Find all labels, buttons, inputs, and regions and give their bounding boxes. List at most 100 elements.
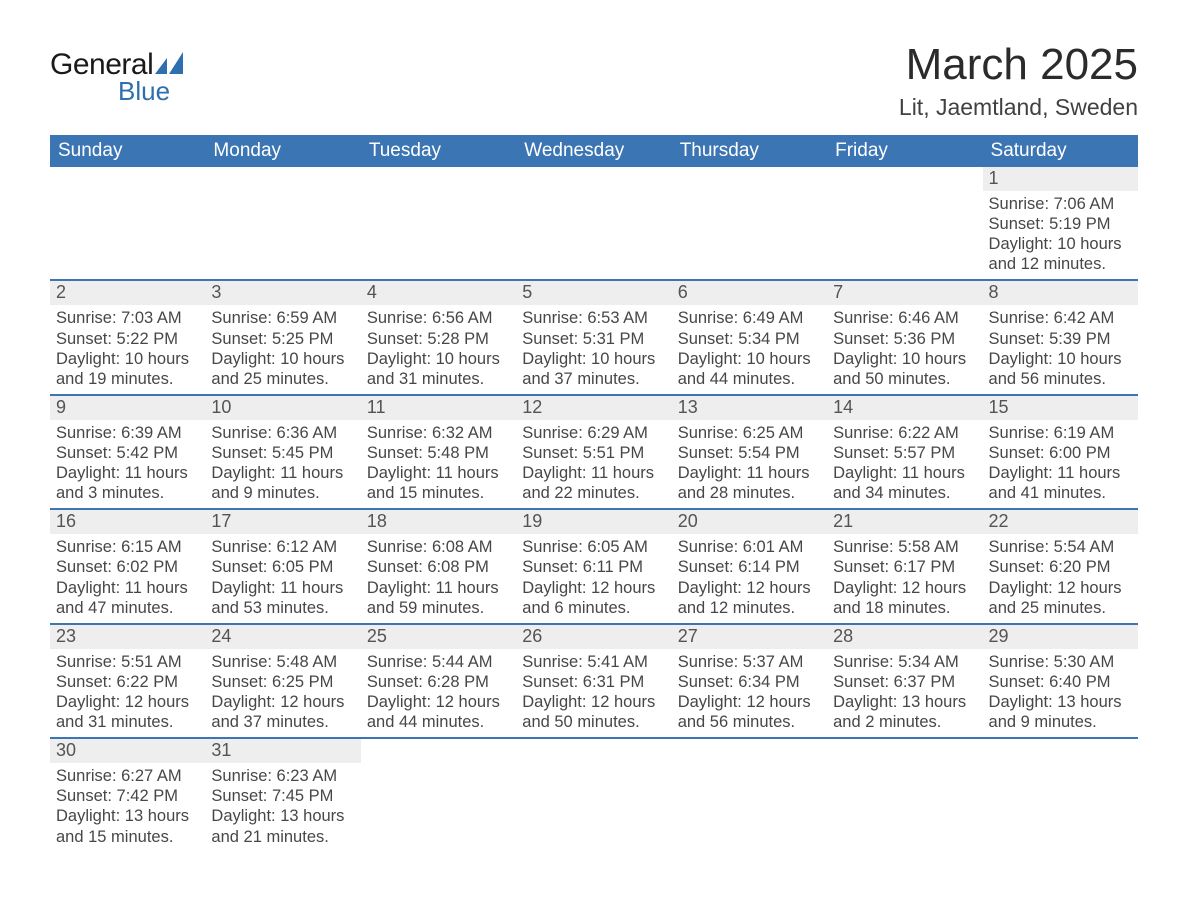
day-day2: and 12 minutes.: [989, 254, 1132, 274]
day-cell: Sunrise: 6:27 AMSunset: 7:42 PMDaylight:…: [50, 763, 205, 852]
empty-cell: [983, 763, 1138, 852]
empty-cell: [672, 763, 827, 852]
day-day2: and 56 minutes.: [989, 369, 1132, 389]
day-cell: Sunrise: 6:56 AMSunset: 5:28 PMDaylight:…: [361, 305, 516, 395]
weekday-header: Friday: [827, 135, 982, 167]
day-day1: Daylight: 13 hours: [833, 692, 976, 712]
day-day2: and 44 minutes.: [367, 712, 510, 732]
day-sunrise: Sunrise: 6:56 AM: [367, 308, 510, 328]
day-cell: Sunrise: 6:25 AMSunset: 5:54 PMDaylight:…: [672, 420, 827, 510]
weekday-header: Tuesday: [361, 135, 516, 167]
week-daynum-row: 23242526272829: [50, 624, 1138, 649]
day-sunrise: Sunrise: 6:19 AM: [989, 423, 1132, 443]
day-cell: Sunrise: 6:08 AMSunset: 6:08 PMDaylight:…: [361, 534, 516, 624]
day-sunset: Sunset: 5:34 PM: [678, 329, 821, 349]
day-number: 10: [205, 395, 360, 420]
day-number: 15: [983, 395, 1138, 420]
day-cell: Sunrise: 5:37 AMSunset: 6:34 PMDaylight:…: [672, 649, 827, 739]
day-day1: Daylight: 12 hours: [56, 692, 199, 712]
day-day2: and 6 minutes.: [522, 598, 665, 618]
day-sunrise: Sunrise: 5:34 AM: [833, 652, 976, 672]
day-sunset: Sunset: 6:08 PM: [367, 557, 510, 577]
day-day2: and 31 minutes.: [367, 369, 510, 389]
day-day2: and 12 minutes.: [678, 598, 821, 618]
day-day1: Daylight: 11 hours: [367, 578, 510, 598]
empty-cell: [361, 191, 516, 281]
day-number: 30: [50, 738, 205, 763]
day-number: 8: [983, 280, 1138, 305]
day-day1: Daylight: 11 hours: [989, 463, 1132, 483]
day-sunset: Sunset: 5:42 PM: [56, 443, 199, 463]
day-cell: Sunrise: 6:05 AMSunset: 6:11 PMDaylight:…: [516, 534, 671, 624]
day-sunset: Sunset: 6:37 PM: [833, 672, 976, 692]
logo: General Blue: [50, 48, 183, 107]
day-cell: Sunrise: 6:46 AMSunset: 5:36 PMDaylight:…: [827, 305, 982, 395]
day-sunset: Sunset: 6:17 PM: [833, 557, 976, 577]
day-number: 9: [50, 395, 205, 420]
day-cell: Sunrise: 6:49 AMSunset: 5:34 PMDaylight:…: [672, 305, 827, 395]
empty-cell: [516, 191, 671, 281]
day-day2: and 15 minutes.: [56, 827, 199, 847]
week-content-row: Sunrise: 6:39 AMSunset: 5:42 PMDaylight:…: [50, 420, 1138, 510]
day-day2: and 53 minutes.: [211, 598, 354, 618]
empty-cell: [672, 738, 827, 763]
day-day2: and 37 minutes.: [522, 369, 665, 389]
day-day2: and 44 minutes.: [678, 369, 821, 389]
day-number: 18: [361, 509, 516, 534]
weekday-header: Wednesday: [516, 135, 671, 167]
day-day1: Daylight: 10 hours: [989, 349, 1132, 369]
day-sunrise: Sunrise: 6:42 AM: [989, 308, 1132, 328]
day-sunset: Sunset: 6:40 PM: [989, 672, 1132, 692]
day-day1: Daylight: 12 hours: [989, 578, 1132, 598]
day-number: 28: [827, 624, 982, 649]
day-day2: and 21 minutes.: [211, 827, 354, 847]
day-cell: Sunrise: 6:19 AMSunset: 6:00 PMDaylight:…: [983, 420, 1138, 510]
day-sunrise: Sunrise: 6:05 AM: [522, 537, 665, 557]
weekday-header: Thursday: [672, 135, 827, 167]
day-day2: and 59 minutes.: [367, 598, 510, 618]
day-number: 27: [672, 624, 827, 649]
week-daynum-row: 16171819202122: [50, 509, 1138, 534]
day-cell: Sunrise: 5:48 AMSunset: 6:25 PMDaylight:…: [205, 649, 360, 739]
day-sunset: Sunset: 6:02 PM: [56, 557, 199, 577]
day-number: 25: [361, 624, 516, 649]
day-day1: Daylight: 11 hours: [522, 463, 665, 483]
day-day2: and 19 minutes.: [56, 369, 199, 389]
day-day2: and 50 minutes.: [522, 712, 665, 732]
day-day1: Daylight: 11 hours: [56, 578, 199, 598]
day-number: 4: [361, 280, 516, 305]
day-sunrise: Sunrise: 6:49 AM: [678, 308, 821, 328]
day-sunset: Sunset: 5:36 PM: [833, 329, 976, 349]
day-day1: Daylight: 13 hours: [211, 806, 354, 826]
day-sunset: Sunset: 6:05 PM: [211, 557, 354, 577]
day-sunrise: Sunrise: 6:22 AM: [833, 423, 976, 443]
weekday-header: Saturday: [983, 135, 1138, 167]
day-day2: and 9 minutes.: [211, 483, 354, 503]
weekday-header: Sunday: [50, 135, 205, 167]
day-sunset: Sunset: 6:34 PM: [678, 672, 821, 692]
day-cell: Sunrise: 5:44 AMSunset: 6:28 PMDaylight:…: [361, 649, 516, 739]
day-day2: and 34 minutes.: [833, 483, 976, 503]
logo-sail-icon: [155, 52, 183, 74]
day-cell: Sunrise: 6:32 AMSunset: 5:48 PMDaylight:…: [361, 420, 516, 510]
day-sunrise: Sunrise: 5:30 AM: [989, 652, 1132, 672]
day-cell: Sunrise: 5:30 AMSunset: 6:40 PMDaylight:…: [983, 649, 1138, 739]
day-sunrise: Sunrise: 7:06 AM: [989, 194, 1132, 214]
day-sunrise: Sunrise: 6:53 AM: [522, 308, 665, 328]
week-content-row: Sunrise: 6:27 AMSunset: 7:42 PMDaylight:…: [50, 763, 1138, 852]
day-sunrise: Sunrise: 6:29 AM: [522, 423, 665, 443]
day-sunset: Sunset: 7:45 PM: [211, 786, 354, 806]
empty-cell: [827, 763, 982, 852]
title-block: March 2025 Lit, Jaemtland, Sweden: [899, 40, 1138, 121]
day-day1: Daylight: 11 hours: [678, 463, 821, 483]
day-day2: and 25 minutes.: [211, 369, 354, 389]
day-day2: and 22 minutes.: [522, 483, 665, 503]
day-cell: Sunrise: 6:39 AMSunset: 5:42 PMDaylight:…: [50, 420, 205, 510]
day-day1: Daylight: 11 hours: [833, 463, 976, 483]
day-cell: Sunrise: 5:54 AMSunset: 6:20 PMDaylight:…: [983, 534, 1138, 624]
day-cell: Sunrise: 6:23 AMSunset: 7:45 PMDaylight:…: [205, 763, 360, 852]
day-sunset: Sunset: 6:22 PM: [56, 672, 199, 692]
day-day2: and 50 minutes.: [833, 369, 976, 389]
empty-cell: [205, 167, 360, 191]
day-cell: Sunrise: 5:34 AMSunset: 6:37 PMDaylight:…: [827, 649, 982, 739]
